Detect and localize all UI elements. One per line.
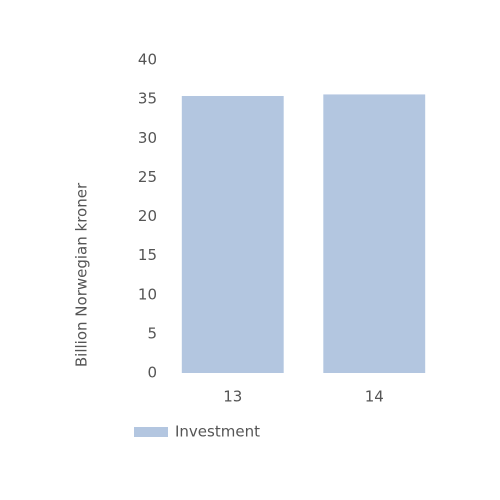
x-tick-label: 13	[223, 388, 242, 406]
y-tick-label: 40	[138, 51, 157, 69]
y-tick-label: 35	[138, 90, 157, 108]
y-tick-label: 15	[138, 246, 157, 264]
y-tick-label: 5	[147, 324, 157, 342]
y-axis-label: Billion Norwegian kroner	[73, 182, 91, 367]
y-tick-label: 20	[138, 207, 157, 225]
legend-swatch	[134, 427, 168, 437]
y-tick-label: 30	[138, 129, 157, 147]
x-tick-label: 14	[365, 388, 384, 406]
bar	[181, 95, 284, 374]
y-tick-label: 25	[138, 168, 157, 186]
legend-label: Investment	[175, 423, 260, 441]
y-tick-label: 10	[138, 285, 157, 303]
bar	[323, 94, 426, 374]
y-tick-label: 0	[147, 364, 157, 382]
